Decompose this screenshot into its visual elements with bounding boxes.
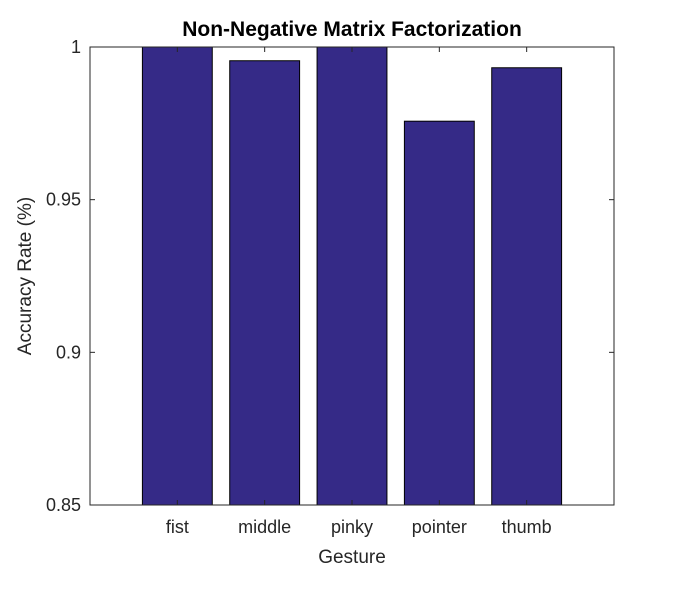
chart-title: Non-Negative Matrix Factorization xyxy=(182,18,522,41)
x-tick-label-middle: middle xyxy=(238,517,291,537)
bars-group xyxy=(141,46,563,506)
y-tick-label: 1 xyxy=(71,37,81,57)
bar-fist xyxy=(141,46,213,506)
bar-pointer xyxy=(403,120,475,506)
x-tick-label-thumb: thumb xyxy=(502,517,552,537)
x-tick-label-pinky: pinky xyxy=(331,517,373,537)
bar-middle xyxy=(229,60,301,506)
bar-pinky xyxy=(316,46,388,506)
x-tick-label-fist: fist xyxy=(166,517,189,537)
y-tick-label: 0.85 xyxy=(46,495,81,515)
bar-thumb xyxy=(491,67,563,506)
y-axis-label: Accuracy Rate (%) xyxy=(15,197,36,355)
x-tick-label-pointer: pointer xyxy=(412,517,467,537)
x-axis-ticks: fist middle pinky pointer thumb xyxy=(166,47,552,537)
y-axis-ticks: 0.85 0.9 0.95 1 xyxy=(46,37,614,515)
x-axis-label: Gesture xyxy=(318,547,386,568)
y-tick-label: 0.9 xyxy=(56,342,81,362)
y-tick-label: 0.95 xyxy=(46,190,81,210)
